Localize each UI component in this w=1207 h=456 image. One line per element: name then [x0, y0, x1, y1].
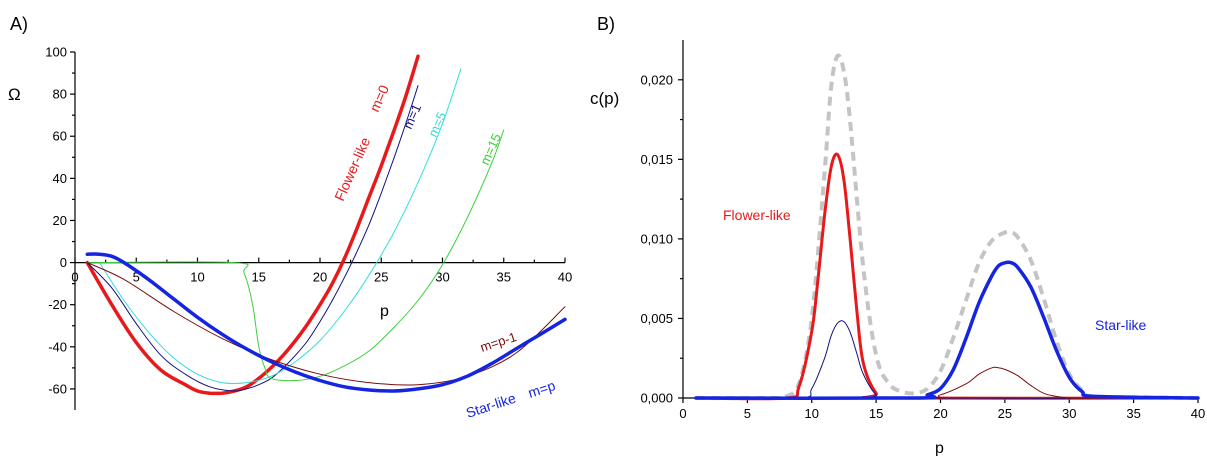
panel-b-x-tick-label: 40 [1191, 406, 1205, 421]
panel-b-y-axis-label: c(p) [590, 89, 619, 108]
panel-a-y-tick-label: 100 [45, 45, 67, 60]
panel-b-x-tick-label: 20 [933, 406, 947, 421]
annot-star-like-b: Star-like [1095, 317, 1147, 333]
panel-a-y-tick-label: -60 [48, 381, 67, 396]
panel-a-y-tick-label: 80 [53, 87, 67, 102]
panel-b-y-tick-label: 0,020 [640, 72, 673, 87]
panel-b-x-tick-label: 5 [744, 406, 751, 421]
panel-a-x-tick-label: 15 [252, 270, 266, 285]
panel-b-y-tick-label: 0,015 [640, 152, 673, 167]
panel-b-x-tick-label: 30 [1062, 406, 1076, 421]
panel-b-x-tick-label: 25 [998, 406, 1012, 421]
panel-b-y-tick-label: 0,005 [640, 311, 673, 326]
panel-b: B) c(p) p 0,000 0,005 0,010 0,015 0,020 0 5 10 1… [590, 14, 1205, 456]
panel-b-x-tick-label: 15 [869, 406, 883, 421]
panel-b-y-tick-label: 0,000 [640, 391, 673, 406]
panel-b-series-star-like-line [694, 260, 1200, 400]
panel-a-x-tick-label: 35 [497, 270, 511, 285]
panel-b-x-tick-label: 35 [1126, 406, 1140, 421]
panel-b-x-axis-label: p [935, 440, 944, 456]
panel-a-series-m-5-line [99, 68, 462, 385]
panel-b-series-flower-like-line [694, 152, 1200, 401]
annot-star-like-a: Star-like [464, 390, 518, 421]
panel-a-x-tick-label: 40 [558, 270, 572, 285]
annot-m15: m=15 [477, 131, 504, 167]
panel-a-label: A) [10, 14, 28, 34]
panel-a-x-tick-label: 5 [133, 270, 140, 285]
annot-m0: m=0 [366, 82, 392, 114]
panel-a-y-tick-label: 60 [53, 129, 67, 144]
panel-a-x-tick-label: 30 [435, 270, 449, 285]
annot-flower-like-a: Flower-like [331, 135, 373, 204]
panel-a-y-tick-label: 0 [60, 255, 67, 270]
panel-b-label: B) [597, 14, 615, 34]
panel-a-y-tick-label: 40 [53, 171, 67, 186]
panel-a-y-tick-label: -20 [48, 297, 67, 312]
annot-m-p: m=p [526, 377, 557, 401]
panel-b-y-tick-label: 0,010 [640, 231, 673, 246]
panel-a: A) Ω p 100 80 60 40 20 0 -20 -40 -60 0 5 10 15 20 25 30… [8, 14, 572, 421]
panel-a-x-tick-label: 0 [71, 270, 78, 285]
panel-a-series-m-p-line [85, 252, 567, 393]
panel-b-series-total-line [695, 53, 1199, 401]
annot-flower-like-b: Flower-like [723, 207, 791, 223]
panel-b-series-m-p-1-line [695, 366, 1199, 399]
panel-a-y-tick-label: 20 [53, 213, 67, 228]
panel-a-x-axis-label: p [380, 303, 389, 320]
panel-b-x-tick-label: 10 [805, 406, 819, 421]
panel-a-series-m-p-1-line [86, 262, 566, 386]
panel-a-y-axis-label: Ω [8, 85, 21, 104]
panel-b-x-tick-label: 0 [679, 406, 686, 421]
panel-a-series-m-1-line [86, 85, 419, 392]
panel-a-x-tick-label: 20 [313, 270, 327, 285]
panel-a-x-tick-label: 25 [374, 270, 388, 285]
panel-a-y-tick-label: -40 [48, 339, 67, 354]
panel-a-x-tick-label: 10 [190, 270, 204, 285]
